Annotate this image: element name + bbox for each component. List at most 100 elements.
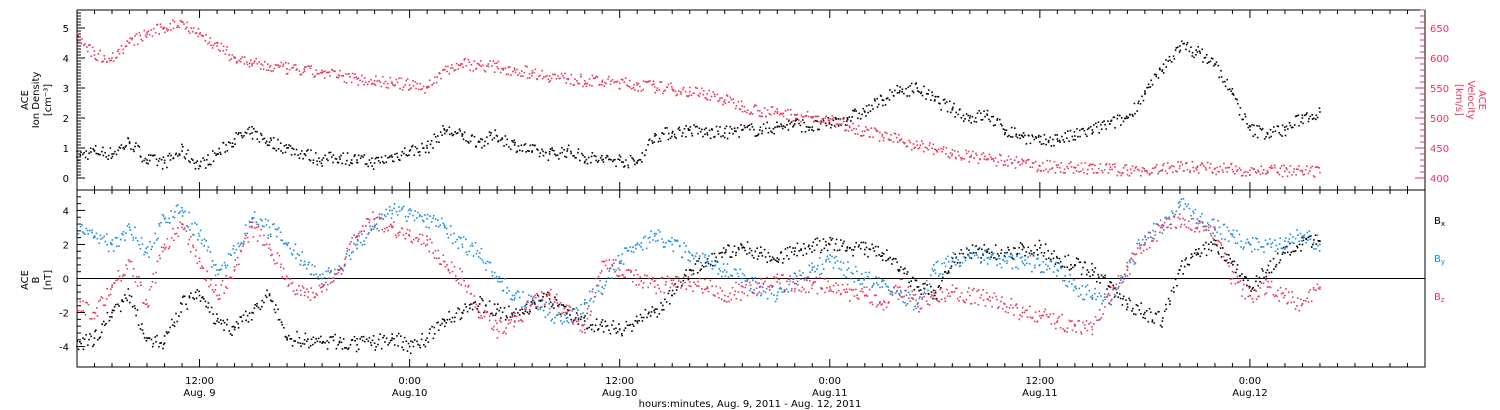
scatter-dot bbox=[499, 71, 502, 74]
scatter-dot bbox=[1018, 246, 1021, 249]
scatter-dot bbox=[879, 131, 881, 134]
scatter-dot bbox=[905, 87, 907, 90]
scatter-dot bbox=[212, 44, 215, 47]
scatter-dot bbox=[357, 232, 360, 235]
scatter-dot bbox=[321, 273, 324, 275]
scatter-dot bbox=[356, 247, 358, 250]
scatter-dot bbox=[215, 154, 217, 157]
scatter-dot bbox=[842, 118, 845, 120]
scatter-dot bbox=[469, 69, 471, 72]
scatter-dot bbox=[1063, 266, 1066, 268]
scatter-dot bbox=[351, 237, 353, 239]
scatter-dot bbox=[129, 301, 131, 304]
scatter-dot bbox=[185, 230, 188, 232]
scatter-dot bbox=[289, 338, 292, 340]
scatter-dot bbox=[391, 333, 394, 335]
scatter-dot bbox=[188, 295, 191, 297]
density-tick-label: 4 bbox=[63, 54, 69, 65]
scatter-dot bbox=[1206, 62, 1209, 65]
scatter-dot bbox=[612, 259, 615, 261]
scatter-dot bbox=[1022, 136, 1025, 138]
scatter-dot bbox=[242, 243, 245, 245]
scatter-dot bbox=[224, 264, 227, 267]
data-point bbox=[1056, 166, 1059, 168]
scatter-dot bbox=[898, 91, 901, 94]
scatter-dot bbox=[809, 116, 812, 118]
scatter-dot bbox=[437, 135, 439, 137]
scatter-dot bbox=[110, 243, 113, 246]
scatter-dot bbox=[362, 335, 365, 338]
scatter-dot bbox=[143, 253, 145, 256]
scatter-dot bbox=[197, 28, 200, 30]
scatter-dot bbox=[558, 77, 560, 80]
scatter-dot bbox=[838, 249, 841, 251]
scatter-dot bbox=[139, 248, 142, 250]
scatter-dot bbox=[666, 86, 669, 89]
scatter-dot bbox=[555, 293, 558, 296]
scatter-dot bbox=[1150, 79, 1152, 82]
scatter-dot bbox=[186, 224, 188, 227]
scatter-dot bbox=[291, 253, 294, 256]
scatter-dot bbox=[855, 128, 858, 130]
scatter-dot bbox=[294, 243, 297, 246]
scatter-dot bbox=[1073, 130, 1076, 133]
scatter-dot bbox=[1258, 276, 1261, 279]
scatter-dot bbox=[1183, 170, 1185, 172]
scatter-dot bbox=[115, 303, 117, 306]
data-point bbox=[356, 344, 358, 346]
scatter-dot bbox=[981, 118, 984, 121]
scatter-dot bbox=[803, 279, 806, 281]
scatter-dot bbox=[961, 261, 964, 264]
scatter-dot bbox=[307, 65, 309, 68]
scatter-dot bbox=[741, 272, 744, 275]
scatter-dot bbox=[1195, 54, 1197, 56]
scatter-dot bbox=[687, 129, 690, 131]
scatter-dot bbox=[363, 154, 366, 156]
scatter-dot bbox=[374, 224, 377, 227]
scatter-dot bbox=[392, 225, 394, 228]
scatter-dot bbox=[893, 132, 896, 135]
scatter-dot bbox=[715, 125, 718, 128]
scatter-dot bbox=[237, 327, 240, 329]
scatter-dot bbox=[278, 318, 281, 321]
scatter-dot bbox=[183, 228, 185, 231]
scatter-dot bbox=[130, 148, 132, 150]
scatter-dot bbox=[293, 340, 295, 342]
scatter-dot bbox=[385, 208, 387, 211]
scatter-dot bbox=[158, 157, 161, 160]
scatter-dot bbox=[468, 250, 470, 253]
scatter-dot bbox=[687, 127, 690, 130]
scatter-dot bbox=[248, 226, 251, 228]
scatter-dot bbox=[449, 67, 452, 69]
scatter-dot bbox=[942, 99, 945, 101]
scatter-dot bbox=[733, 127, 736, 130]
scatter-dot bbox=[252, 62, 255, 64]
scatter-dot bbox=[372, 168, 375, 170]
scatter-dot bbox=[405, 232, 407, 235]
scatter-dot bbox=[261, 225, 264, 227]
scatter-dot bbox=[649, 80, 651, 82]
scatter-dot bbox=[348, 248, 351, 251]
scatter-dot bbox=[477, 255, 480, 258]
data-point bbox=[741, 247, 744, 249]
scatter-dot bbox=[1203, 57, 1206, 59]
scatter-dot bbox=[534, 294, 536, 297]
scatter-dot bbox=[232, 325, 235, 328]
scatter-dot bbox=[696, 260, 698, 262]
scatter-dot bbox=[1113, 163, 1116, 165]
scatter-dot bbox=[121, 275, 124, 278]
scatter-dot bbox=[921, 94, 924, 97]
scatter-dot bbox=[987, 158, 989, 161]
scatter-dot bbox=[790, 113, 793, 116]
scatter-dot bbox=[187, 149, 189, 152]
scatter-dot bbox=[1275, 263, 1278, 266]
scatter-dot bbox=[351, 72, 354, 75]
data-point bbox=[636, 243, 639, 246]
scatter-dot bbox=[1180, 40, 1183, 43]
scatter-dot bbox=[672, 89, 674, 92]
scatter-dot bbox=[875, 128, 877, 131]
scatter-dot bbox=[633, 160, 635, 162]
scatter-dot bbox=[270, 235, 272, 238]
scatter-dot bbox=[1208, 167, 1211, 169]
scatter-dot bbox=[877, 283, 879, 286]
